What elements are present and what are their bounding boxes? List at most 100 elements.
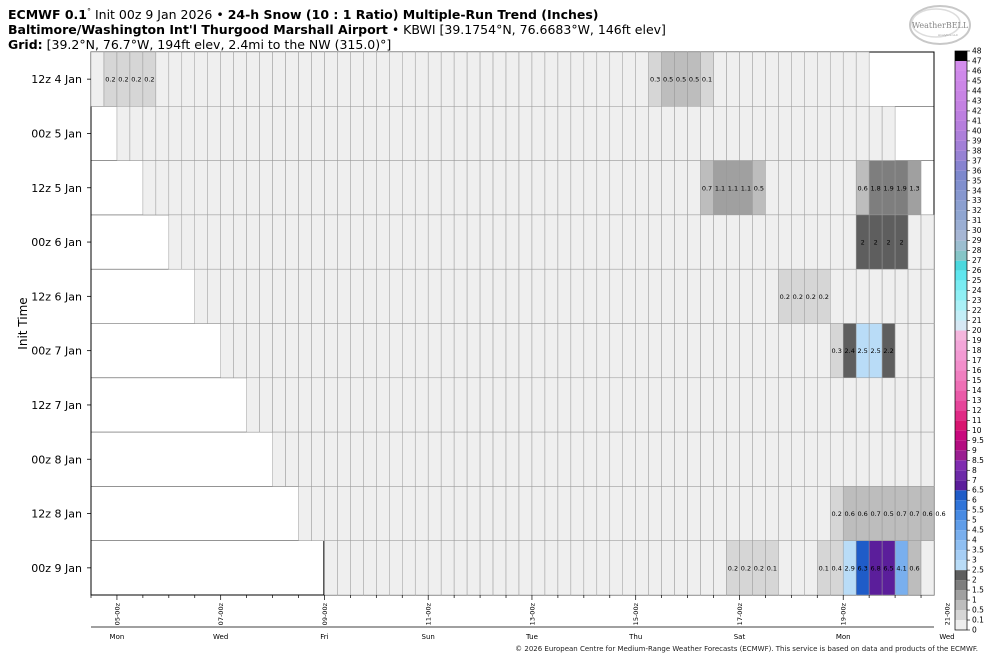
forecast-cell	[518, 431, 533, 487]
forecast-cell	[687, 377, 701, 433]
forecast-cell	[350, 214, 364, 270]
grid-label: Grid:	[8, 37, 43, 53]
forecast-cell	[427, 377, 442, 433]
forecast-cell	[791, 160, 805, 216]
forecast-cell	[804, 540, 818, 596]
y-tick-label: 00z 8 Jan	[31, 453, 82, 466]
cell-value-label: 6.5	[883, 564, 893, 572]
forecast-cell	[220, 214, 234, 270]
forecast-cell	[376, 540, 390, 596]
forecast-cell	[155, 160, 170, 216]
y-tick-label: 12z 5 Jan	[31, 182, 82, 195]
forecast-cell	[376, 214, 390, 270]
forecast-cell	[427, 486, 442, 541]
forecast-cell	[829, 51, 844, 107]
forecast-cell	[765, 377, 779, 433]
colorbar-tick-label: 19	[972, 336, 982, 345]
cell-value-label: 6.3	[857, 564, 867, 572]
copyright-footer: © 2026 European Centre for Medium-Range …	[515, 645, 978, 653]
colorbar-segment	[955, 410, 967, 421]
forecast-cell	[259, 268, 273, 324]
cell-value-label: 2	[861, 239, 865, 247]
forecast-cell	[116, 106, 131, 161]
colorbar-segment	[955, 110, 967, 121]
forecast-cell	[583, 486, 598, 541]
forecast-cell	[622, 540, 636, 596]
forecast-cell	[804, 377, 818, 433]
forecast-cell	[713, 51, 727, 107]
forecast-cell	[363, 214, 377, 270]
forecast-cell	[246, 51, 260, 107]
forecast-cell	[920, 323, 935, 379]
forecast-cell	[713, 214, 727, 270]
forecast-cell	[479, 214, 494, 270]
colorbar-tick-label: 2	[972, 576, 977, 585]
forecast-cell	[661, 268, 675, 324]
forecast-cell	[635, 377, 649, 433]
forecast-cell	[713, 540, 727, 596]
forecast-cell	[661, 431, 675, 487]
forecast-cell	[674, 377, 688, 433]
forecast-cell	[648, 268, 662, 324]
forecast-cell	[350, 377, 364, 433]
forecast-cell	[376, 486, 390, 541]
cell-value-label: 4.1	[896, 564, 906, 572]
cell-value-label: 0.6	[845, 510, 855, 518]
forecast-cell	[492, 268, 507, 324]
forecast-cell	[700, 486, 714, 541]
cell-value-label: 0.2	[144, 76, 154, 84]
forecast-cell	[207, 214, 221, 270]
bullet-1: •	[216, 7, 224, 23]
forecast-cell	[440, 214, 455, 270]
cell-value-label: 0.5	[663, 76, 673, 84]
colorbar-tick-label: 48	[972, 47, 982, 56]
cell-value-label: 0.7	[870, 510, 880, 518]
colorbar-segment	[955, 150, 967, 161]
forecast-cell	[479, 540, 494, 596]
colorbar-tick-label: 0.1	[972, 616, 984, 625]
forecast-cell	[246, 160, 260, 216]
forecast-cell	[479, 51, 494, 107]
forecast-cell	[713, 486, 727, 541]
forecast-cell	[894, 431, 909, 487]
x-tick-label: 13-00z	[528, 602, 536, 625]
colorbar-tick-label: 9.5	[972, 436, 984, 445]
colorbar-segment	[955, 210, 967, 221]
forecast-cell	[402, 540, 416, 596]
forecast-cell	[324, 106, 338, 161]
forecast-cell	[829, 431, 844, 487]
colorbar-tick-label: 47	[972, 56, 982, 65]
forecast-cell	[622, 214, 636, 270]
forecast-cell	[505, 323, 520, 379]
colorbar-segment	[955, 330, 967, 341]
forecast-cell	[726, 486, 740, 541]
forecast-cell	[363, 540, 377, 596]
forecast-cell	[635, 486, 649, 541]
forecast-cell	[635, 540, 649, 596]
forecast-cell	[492, 540, 507, 596]
forecast-cell	[765, 160, 779, 216]
forecast-cell	[674, 106, 688, 161]
forecast-cell	[726, 106, 740, 161]
forecast-cell	[674, 323, 688, 379]
forecast-cell	[765, 431, 779, 487]
forecast-cell	[363, 431, 377, 487]
x-tick-label: 15-00z	[632, 602, 640, 625]
forecast-cell	[350, 323, 364, 379]
cell-value-label: 1.3	[909, 184, 919, 192]
forecast-cell	[402, 106, 416, 161]
forecast-cell	[687, 540, 701, 596]
forecast-cell	[687, 106, 701, 161]
forecast-cell	[207, 268, 221, 324]
forecast-cell	[855, 431, 870, 487]
forecast-cell	[402, 486, 416, 541]
y-tick-label: 12z 6 Jan	[31, 290, 82, 303]
cell-value-label: 0.6	[935, 510, 945, 518]
forecast-cell	[583, 268, 598, 324]
forecast-cell	[687, 486, 701, 541]
forecast-cell	[259, 51, 273, 107]
forecast-cell	[505, 486, 520, 541]
colorbar-segment	[955, 230, 967, 241]
forecast-cell	[376, 106, 390, 161]
